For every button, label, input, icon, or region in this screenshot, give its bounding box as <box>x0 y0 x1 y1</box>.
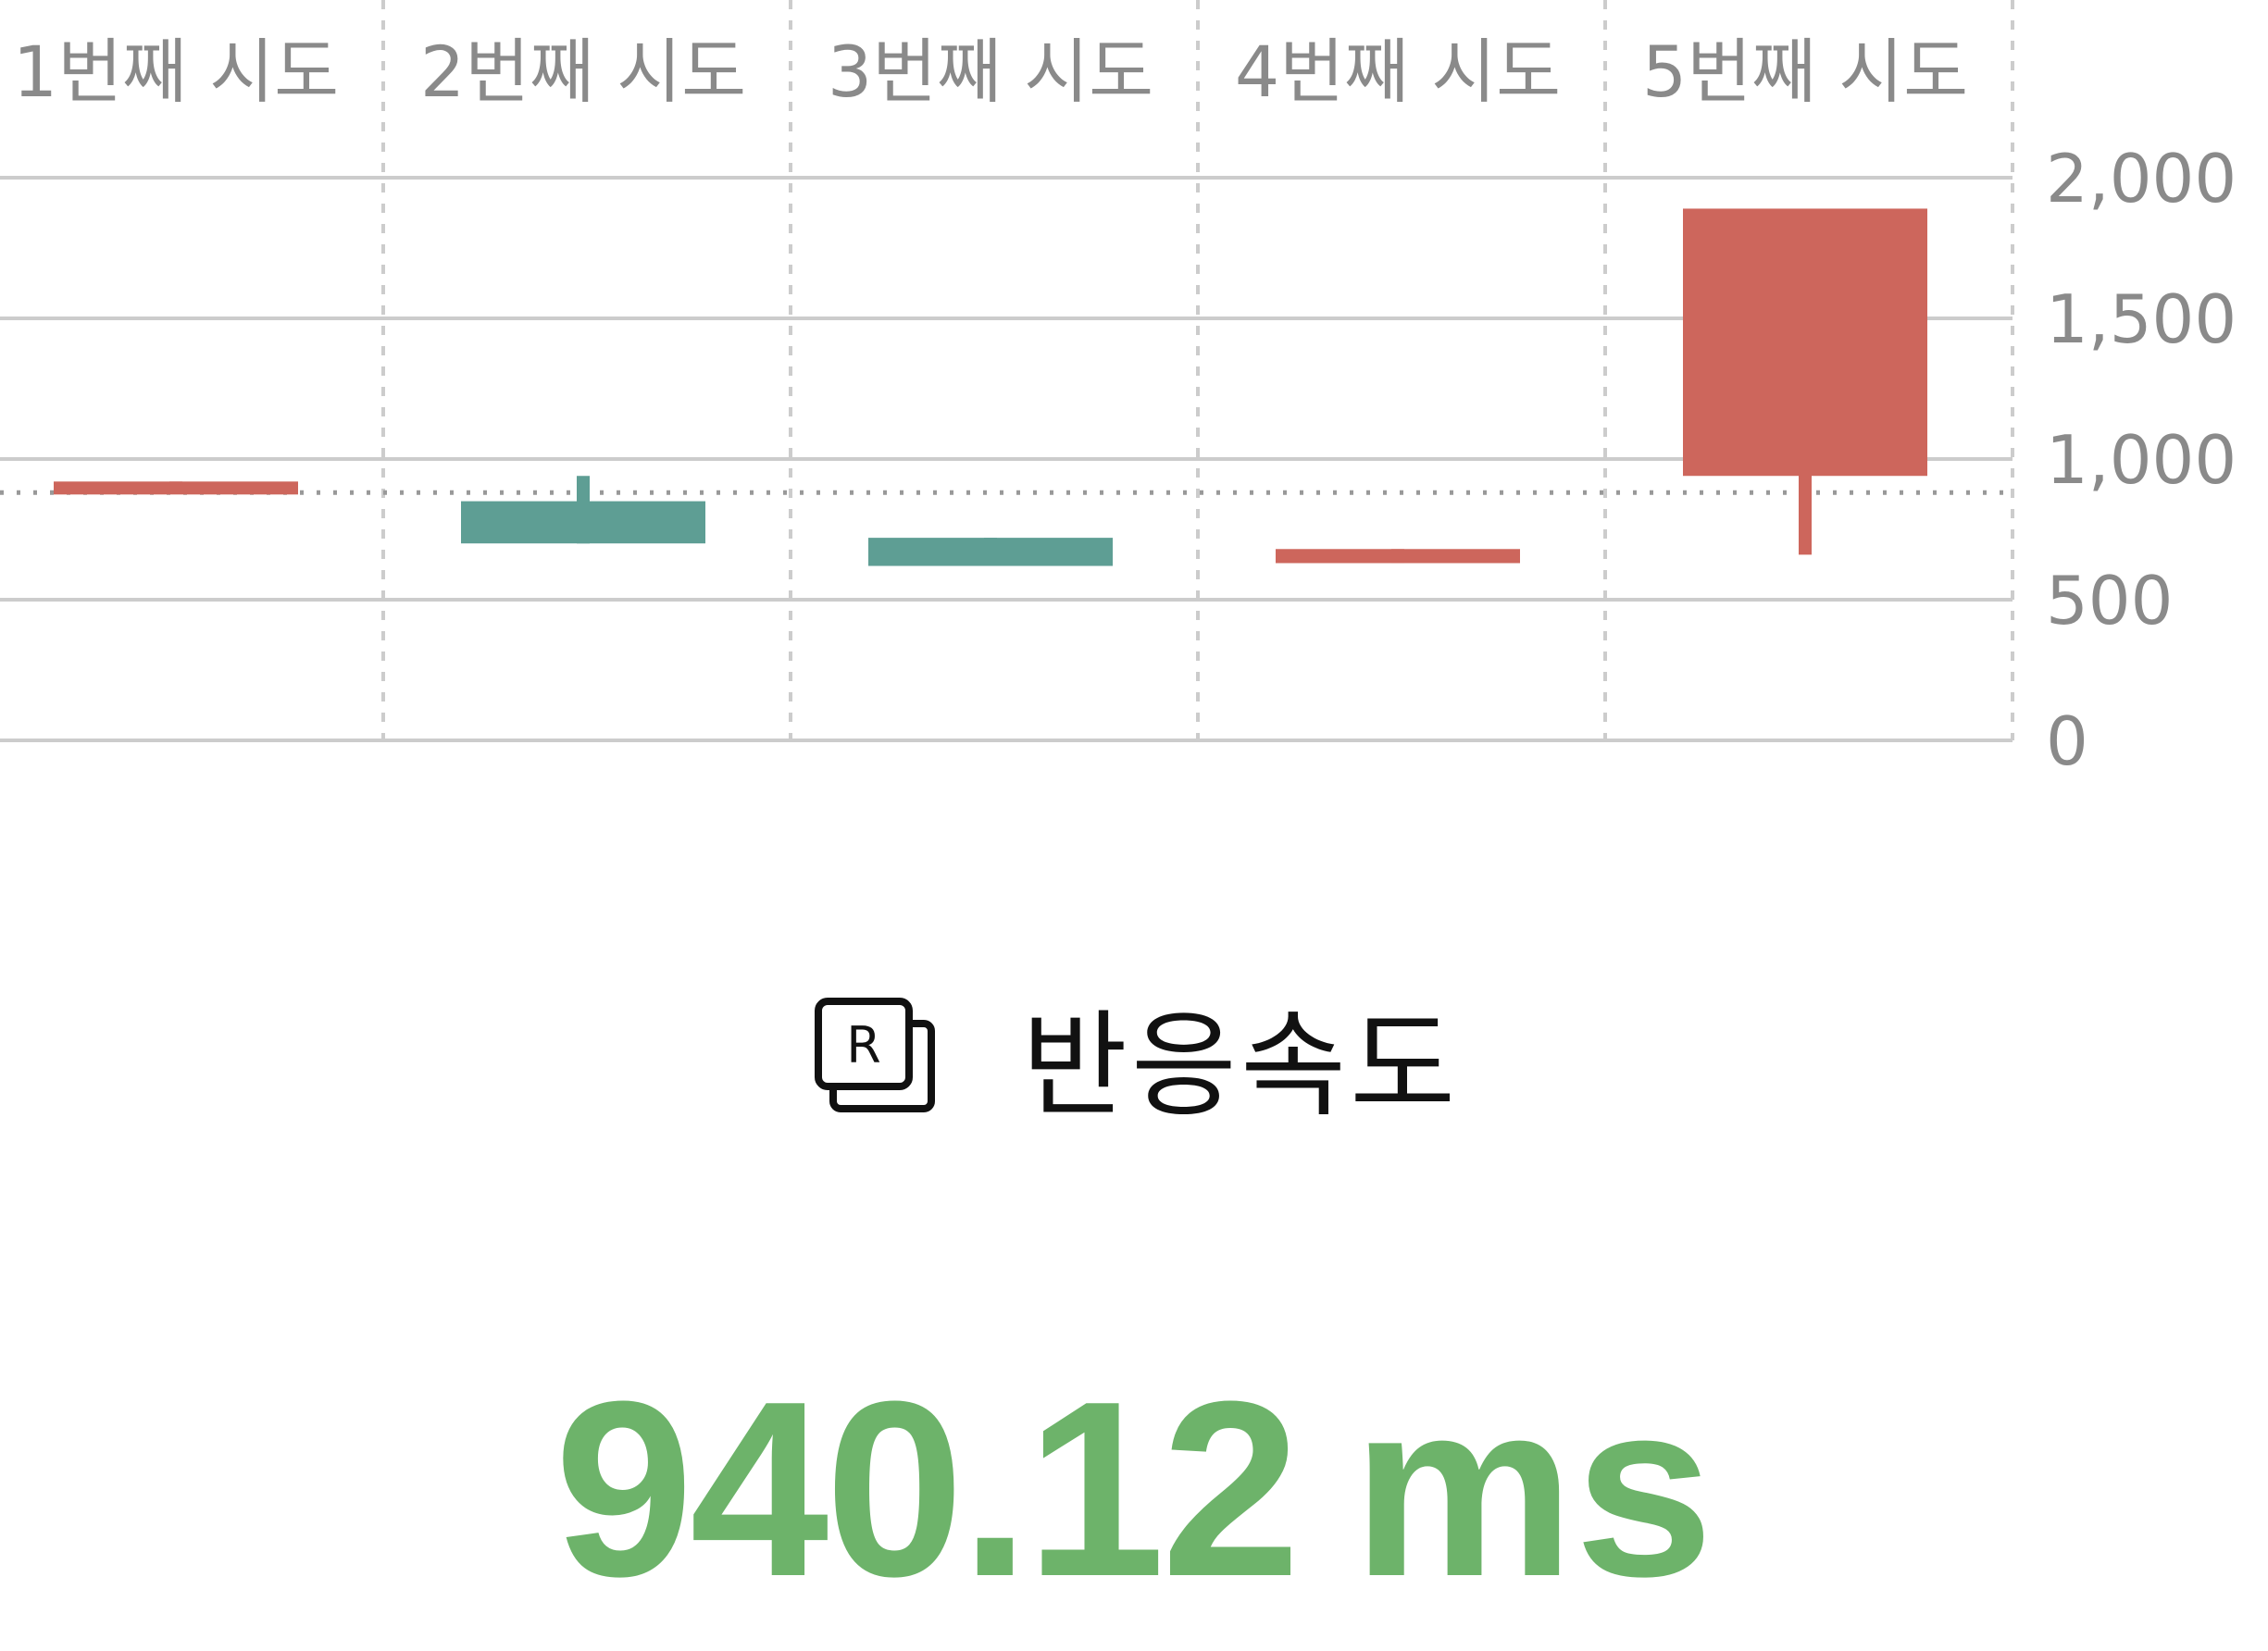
svg-text:R: R <box>846 1016 881 1074</box>
y-tick-label: 0 <box>2046 702 2088 780</box>
x-category-label: 2번째 시도 <box>420 31 746 113</box>
x-category-label: 4번째 시도 <box>1235 31 1561 113</box>
result-value: 940.12 ms <box>0 1350 2268 1629</box>
candle-body <box>868 538 1113 566</box>
result-unit: ms <box>1352 1350 1714 1629</box>
x-category-label: 3번째 시도 <box>828 31 1153 113</box>
candle-body <box>54 481 298 495</box>
y-tick-label: 1,500 <box>2046 280 2237 358</box>
metric-label: 반응속도 <box>1021 999 1460 1133</box>
x-category-label: 5번째 시도 <box>1642 31 1968 113</box>
metric-header: R 반응속도 <box>0 981 2268 1133</box>
candle-body <box>461 501 705 544</box>
x-category-label: 1번째 시도 <box>13 31 339 113</box>
y-tick-label: 1,000 <box>2046 421 2237 499</box>
reaction-time-chart: 2,000 1,500 1,000 500 0 1번째 시도 2번째 시도 3번째 시도 4번째… <box>0 0 2237 780</box>
reaction-time-icon: R <box>814 998 935 1112</box>
y-tick-label: 2,000 <box>2046 140 2237 217</box>
candle-body <box>1276 549 1520 564</box>
y-tick-label: 500 <box>2046 562 2173 639</box>
result-number: 940.12 <box>554 1350 1301 1629</box>
candle-body <box>1683 208 1927 477</box>
